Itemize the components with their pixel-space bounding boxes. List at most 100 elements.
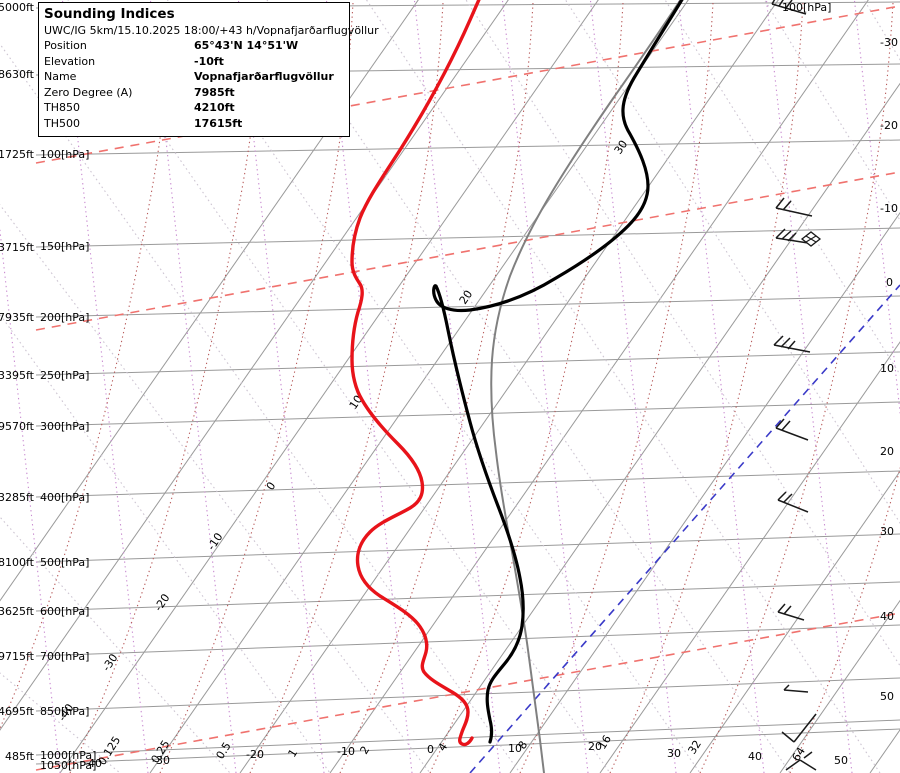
bottom-temp-tick: 10 [508,742,522,755]
panel-subtitle: UWC/IG 5km/15.10.2025 18:00/+43 h/Vopnaf… [44,24,379,37]
row-value: 17615ft [194,116,243,130]
right-axis-ticks: -30 -20 -10 0 10 20 30 40 50 [880,36,898,703]
right-tick: 50 [880,690,894,703]
station-diamond-marker [800,231,822,247]
row-value: Vopnafjarðarflugvöllur [194,70,334,84]
pressure-label: 100[hPa] [40,148,89,161]
pressure-label: 600[hPa] [40,605,89,618]
mixing-ratio-label: 1 [286,747,301,760]
altitude-label: 33395ft [0,369,35,382]
pressure-label: 700[hPa] [40,650,89,663]
pressure-label: 300[hPa] [40,420,89,433]
mixing-ratio-label: 0.125 [96,734,124,768]
wetbulb-zero-dashed-line [469,284,900,773]
bottom-temp-tick: -10 [337,745,355,758]
table-row: Position 65°43'N 14°51'W [44,38,344,54]
svg-text:-20: -20 [152,592,173,614]
altitude-labels: 65000ft 58630ft 51725ft 43715ft 37935ft … [0,1,35,763]
bottom-temp-tick: -40 [84,757,102,770]
wind-barb-column [771,0,822,771]
wind-barb [771,0,807,15]
mixing-ratio-label: 2 [358,744,373,757]
pressure-label: 1000[hPa] [40,749,96,762]
altitude-label: 29570ft [0,420,35,433]
altitude-label: 485ft [5,750,35,763]
right-tick: 10 [880,362,894,375]
row-key: TH500 [44,116,80,130]
pressure-label: 200[hPa] [40,311,89,324]
bottom-temp-tick: 0 [427,743,434,756]
isobar-lines [35,1,900,765]
row-key: Elevation [44,54,96,68]
wind-barb [777,491,809,513]
right-tick: 20 [880,445,894,458]
altitude-label: 9715ft [0,650,35,663]
wind-barb [777,603,805,621]
mixing-ratio-label: 16 [596,733,614,752]
bottom-temp-tick: -30 [152,754,170,767]
svg-text:20: 20 [457,288,476,307]
right-tick: 30 [880,525,894,538]
pressure-label: 400[hPa] [40,491,89,504]
svg-text:0: 0 [264,480,279,493]
dewpoint-curve [350,0,481,747]
svg-text:-30: -30 [100,652,121,674]
altitude-label: 51725ft [0,148,35,161]
row-value: -10ft [194,54,224,68]
mixing-ratio-label: 64 [790,745,808,764]
wind-barb [781,713,817,743]
sounding-indices-panel: Sounding Indices UWC/IG 5km/15.10.2025 1… [38,2,379,137]
altitude-label: 23285ft [0,491,35,504]
table-row: Zero Degree (A) 7985ft [44,85,344,101]
freezing-level-dashed-lines [35,5,900,771]
pressure-label: 250[hPa] [40,369,89,382]
pressure-label: 150[hPa] [40,240,89,253]
right-tick: -30 [880,36,898,49]
svg-text:30: 30 [612,138,631,157]
wind-barb [773,335,811,353]
svg-text:-10: -10 [205,531,226,553]
bottom-temperature-ticks: -40 -30 -20 -10 0 10 20 30 40 50 [84,740,848,770]
altitude-label: 43715ft [0,241,35,254]
bottom-temp-tick: 20 [588,740,602,753]
mixing-ratio-label: 0.5 [214,740,234,762]
wind-barb [783,684,809,693]
wind-barb [775,197,813,217]
altitude-label: 37935ft [0,311,35,324]
right-tick: 0 [886,276,893,289]
wind-barb [775,418,809,441]
altitude-label: 13625ft [0,605,35,618]
table-row: Elevation -10ft [44,54,344,70]
row-value: 65°43'N 14°51'W [194,39,299,52]
row-key: Position [44,39,87,52]
bottom-temp-tick: 50 [834,754,848,767]
bottom-temp-tick: -20 [246,748,264,761]
panel-title: Sounding Indices [44,6,175,22]
row-key: Name [44,70,77,84]
mixing-ratio-label: 32 [686,738,704,757]
right-tick: -10 [880,202,898,215]
right-tick: -20 [880,119,898,132]
altitude-label: 4695ft [0,705,35,718]
altitude-label: 58630ft [0,68,35,81]
pressure-labels: 100[hPa] 150[hPa] 200[hPa] 250[hPa] 300[… [40,1,831,772]
bottom-temp-tick: 30 [667,747,681,760]
table-row: Name Vopnafjarðarflugvöllur [44,69,344,85]
row-key: TH850 [44,101,80,115]
row-value: 7985ft [194,85,235,99]
wind-barb [775,228,809,244]
bottom-temp-tick: 40 [748,750,762,763]
altitude-label: 65000ft [0,1,35,14]
isotherm-value-labels: -40 -30 -20 -10 0 10 20 30 [56,138,631,724]
row-value: 4210ft [194,101,235,115]
sounding-indices-table: Position 65°43'N 14°51'W Elevation -10ft… [44,38,344,132]
pressure-label: 850[hPa] [40,705,89,718]
pressure-label: 1050[hPa] [40,759,96,772]
top-right-pressure-label: 100[hPa] [782,1,831,14]
altitude-label: 18100ft [0,556,35,569]
table-row: TH850 4210ft [44,100,344,116]
mixing-ratio-label: 4 [436,741,451,754]
row-key: Zero Degree (A) [44,85,133,99]
temperature-curve [432,0,684,744]
